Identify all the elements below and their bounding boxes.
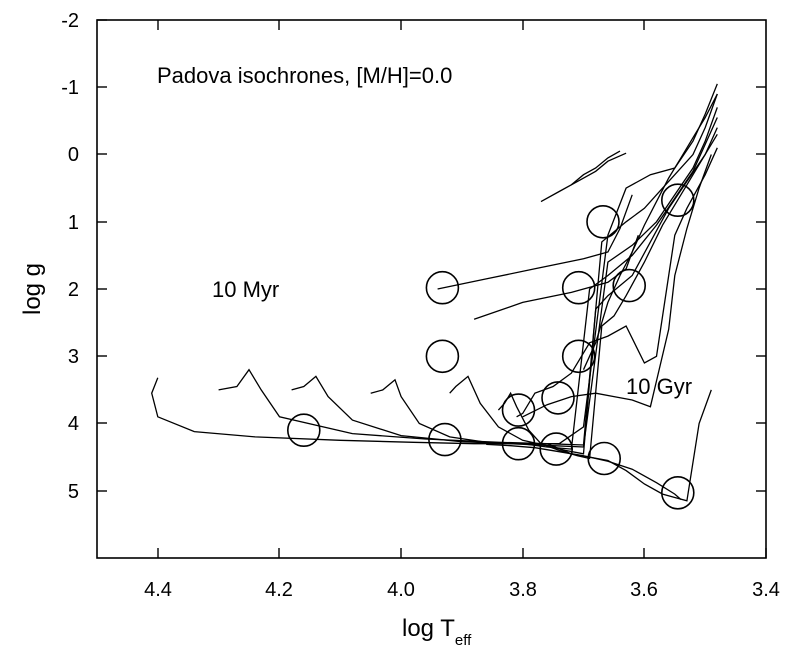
isochrone-line-15 (582, 93, 718, 370)
y-axis-label: log g (19, 263, 46, 315)
isochrone-line-6 (497, 133, 718, 460)
circle-marker-9 (501, 393, 536, 427)
x-tick-label: 4.4 (144, 579, 172, 601)
circle-marker-11 (428, 422, 462, 457)
y-tick-label: 3 (68, 346, 79, 368)
isochrone-line-8 (522, 154, 712, 418)
circle-marker-1 (660, 183, 695, 217)
circle-marker-14 (587, 441, 622, 476)
circle-marker-2 (586, 205, 620, 239)
circle-marker-13 (539, 432, 574, 466)
isochrone-line-13 (437, 194, 633, 290)
isochrone-line-10 (486, 443, 682, 500)
circle-marker-10 (286, 413, 321, 448)
y-tick-label: 2 (68, 279, 79, 301)
circle-marker-8 (541, 381, 575, 415)
x-tick-label: 3.8 (509, 579, 537, 601)
x-tick-labels: 4.4 4.2 4.0 3.8 3.6 3.4 (144, 579, 780, 601)
isochrone-line-7 (516, 147, 718, 418)
circle-marker-15 (660, 475, 695, 510)
circle-marker-5 (425, 270, 460, 305)
plot-frame (96, 19, 767, 559)
y-tick-label: 1 (68, 212, 79, 234)
y-tick-label: 0 (68, 144, 79, 166)
label-10-myr: 10 Myr (212, 277, 279, 302)
x-tick-label: 3.6 (630, 579, 658, 601)
isochrone-line-2 (218, 93, 718, 446)
y-axis-ticks (97, 19, 766, 492)
isochrone-line-11 (540, 152, 627, 203)
x-axis-ticks (157, 20, 767, 558)
x-axis-label-main: log T (402, 615, 455, 642)
y-tick-label: 5 (68, 481, 79, 503)
isochrone-line-14 (473, 234, 639, 320)
label-10-gyr: 10 Gyr (626, 374, 692, 399)
isochrone-line-5 (449, 127, 718, 455)
isochrone-line-12 (570, 150, 621, 186)
y-tick-labels: -2 -1 0 1 2 3 4 5 (61, 10, 79, 503)
x-tick-label: 3.4 (752, 579, 780, 601)
isochrone-line-4 (370, 117, 718, 450)
circle-markers (286, 183, 695, 510)
y-tick-label: 4 (68, 413, 79, 435)
circle-marker-12 (501, 426, 536, 461)
chart-title-annotation: Padova isochrones, [M/H]=0.0 (157, 63, 452, 88)
circle-marker-4 (612, 268, 647, 303)
x-axis-label: log Teff (402, 615, 472, 649)
circle-marker-3 (561, 270, 596, 305)
circle-marker-6 (425, 339, 460, 374)
y-tick-label: -1 (61, 77, 79, 99)
x-axis-label-sub: eff (455, 632, 472, 649)
circle-marker-7 (561, 339, 596, 374)
x-tick-label: 4.0 (387, 579, 415, 601)
y-tick-label: -2 (61, 10, 79, 32)
x-tick-label: 4.2 (265, 579, 293, 601)
